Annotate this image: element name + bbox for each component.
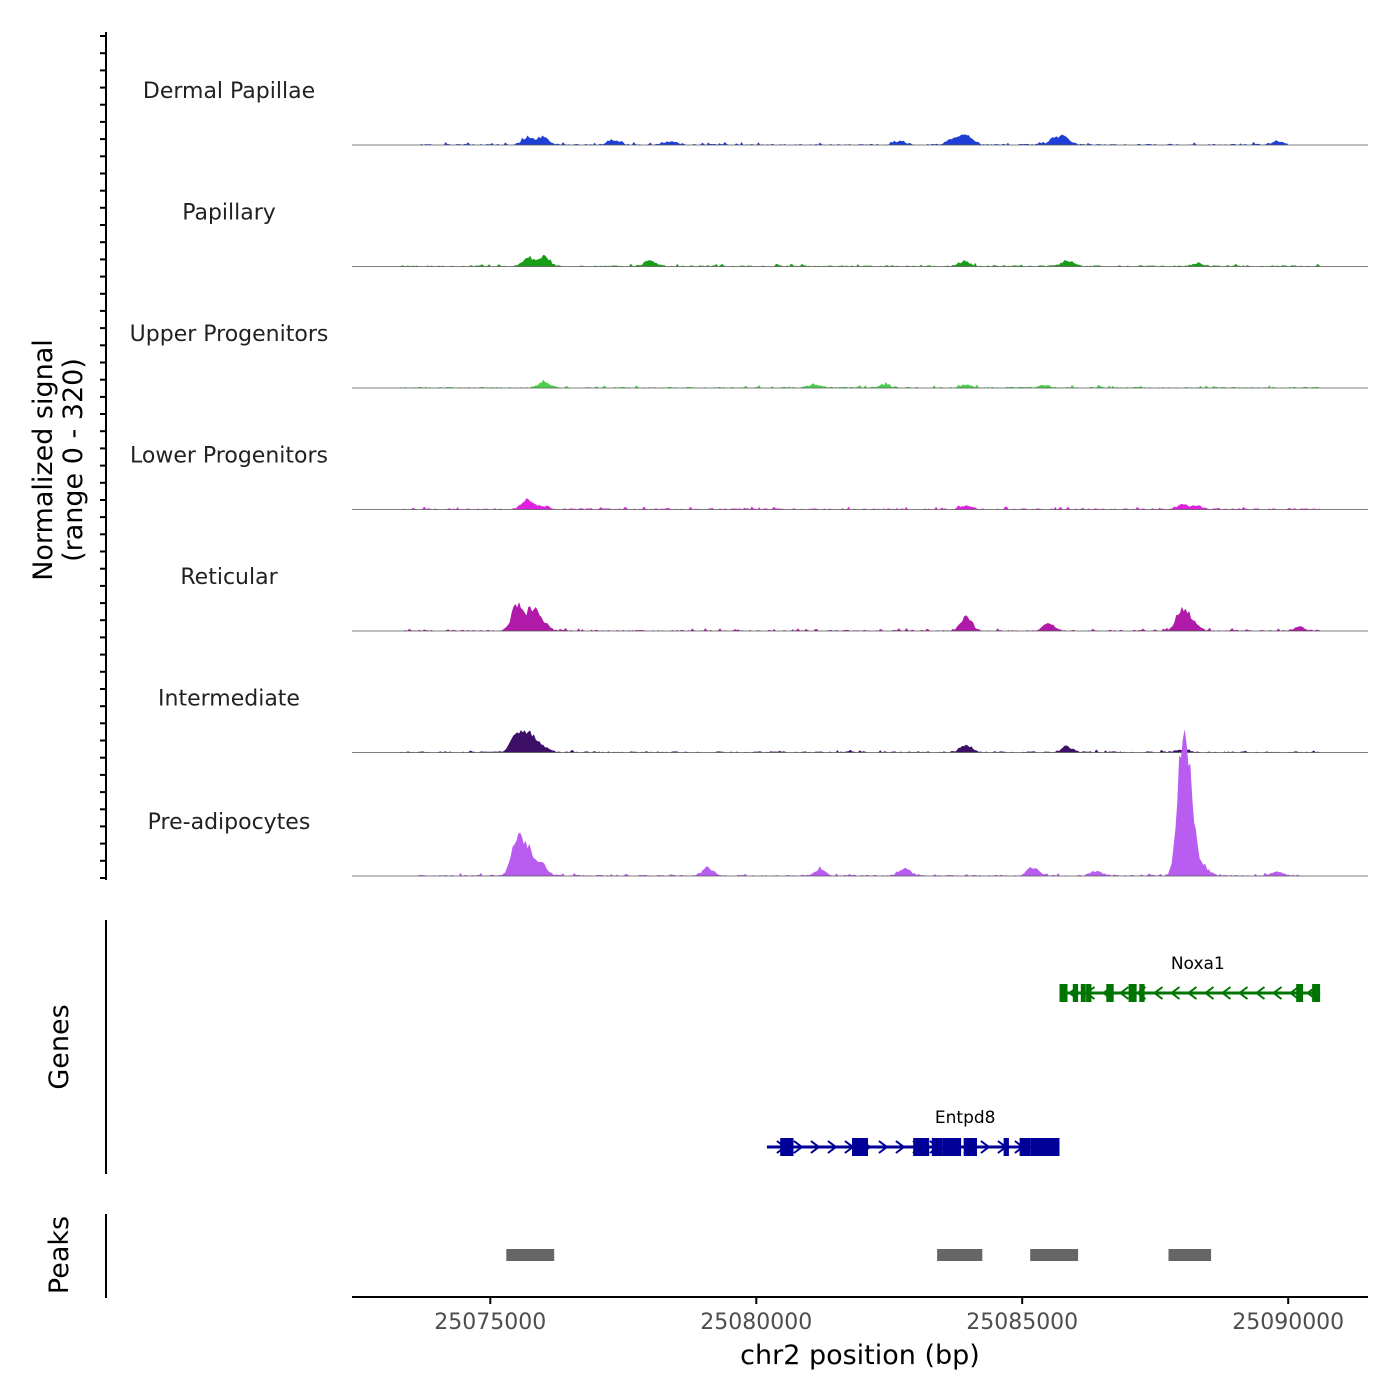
peak-track [506, 1249, 1212, 1261]
exon [1128, 984, 1137, 1002]
track-reticular: Reticular [180, 565, 1368, 632]
exon [1312, 984, 1321, 1002]
strand-arrow [827, 1140, 838, 1154]
exon [942, 1138, 962, 1156]
signal-area [399, 498, 1321, 510]
strand-arrow [1220, 986, 1232, 1000]
track-label: Pre-adipocytes [148, 810, 311, 835]
strand-arrow [1254, 986, 1266, 1000]
exon [1072, 984, 1079, 1002]
gene-label: Entpd8 [935, 1108, 996, 1128]
peak-region [937, 1249, 983, 1261]
track-label: Reticular [180, 565, 278, 590]
exon [963, 1138, 977, 1156]
gene-label: Noxa1 [1171, 954, 1225, 974]
track-label: Upper Progenitors [130, 322, 329, 347]
x-tick-label: 25090000 [1232, 1310, 1344, 1335]
signal-area [399, 254, 1321, 267]
exon [1030, 1138, 1060, 1156]
track-pre-adipocytes: Pre-adipocytes [148, 729, 1368, 877]
strand-arrow [895, 1140, 906, 1154]
peaks-panel-title: Peaks [44, 1216, 75, 1294]
x-axis-title: chr2 position (bp) [740, 1340, 980, 1371]
exon [780, 1138, 794, 1156]
exon [1139, 984, 1145, 1002]
exon [1106, 984, 1114, 1002]
x-tick-label: 25075000 [434, 1310, 546, 1335]
exon [1296, 984, 1304, 1002]
genes-panel-title: Genes [44, 1004, 75, 1089]
track-papillary: Papillary [182, 201, 1368, 267]
track-dermal-papillae: Dermal Papillae [143, 79, 1368, 146]
strand-arrow [1288, 986, 1300, 1000]
exon [1059, 984, 1068, 1002]
strand-arrow [1237, 986, 1249, 1000]
track-lower-progenitors: Lower Progenitors [130, 444, 1368, 510]
strand-arrow [1169, 986, 1181, 1000]
strand-arrow [793, 1140, 804, 1154]
exon [1003, 1138, 1009, 1156]
gene-noxa1: Noxa1 [1059, 954, 1321, 1002]
signal-area [399, 379, 1321, 388]
exon [852, 1138, 868, 1156]
y-axis-range-label: (range 0 - 320) [58, 358, 89, 562]
x-tick-label: 25080000 [700, 1310, 812, 1335]
gene-track: Noxa1 Entpd8 [766, 954, 1321, 1156]
exon [913, 1138, 930, 1156]
strand-arrow [1186, 986, 1198, 1000]
x-tick-label: 25085000 [966, 1310, 1078, 1335]
track-label: Intermediate [158, 687, 300, 712]
peak-region [506, 1249, 555, 1261]
strand-arrow [1271, 986, 1283, 1000]
track-label: Lower Progenitors [130, 444, 328, 469]
exon [931, 1138, 943, 1156]
track-upper-progenitors: Upper Progenitors [130, 322, 1368, 389]
x-axis: 25075000 25080000 25085000 25090000 [352, 1296, 1368, 1335]
track-label: Papillary [182, 201, 276, 226]
left-axes [100, 32, 107, 1298]
exon [1080, 984, 1086, 1002]
signal-area [399, 602, 1321, 631]
signal-area [415, 134, 1289, 145]
coverage-tracks: Dermal Papillae Papillary Upper Progenitor… [130, 79, 1368, 877]
strand-arrow [878, 1140, 889, 1154]
y-axis-title: Normalized signal [28, 339, 59, 581]
strand-arrow [1152, 986, 1164, 1000]
strand-arrow [1118, 986, 1130, 1000]
strand-arrow [1203, 986, 1215, 1000]
peak-region [1168, 1249, 1212, 1261]
strand-arrow [980, 1140, 991, 1154]
peak-region [1030, 1249, 1079, 1261]
track-intermediate: Intermediate [158, 687, 1368, 753]
exon [1019, 1138, 1031, 1156]
gene-entpd8: Entpd8 [766, 1108, 1060, 1156]
exon [1086, 984, 1092, 1002]
strand-arrow [810, 1140, 821, 1154]
track-label: Dermal Papillae [143, 79, 315, 104]
